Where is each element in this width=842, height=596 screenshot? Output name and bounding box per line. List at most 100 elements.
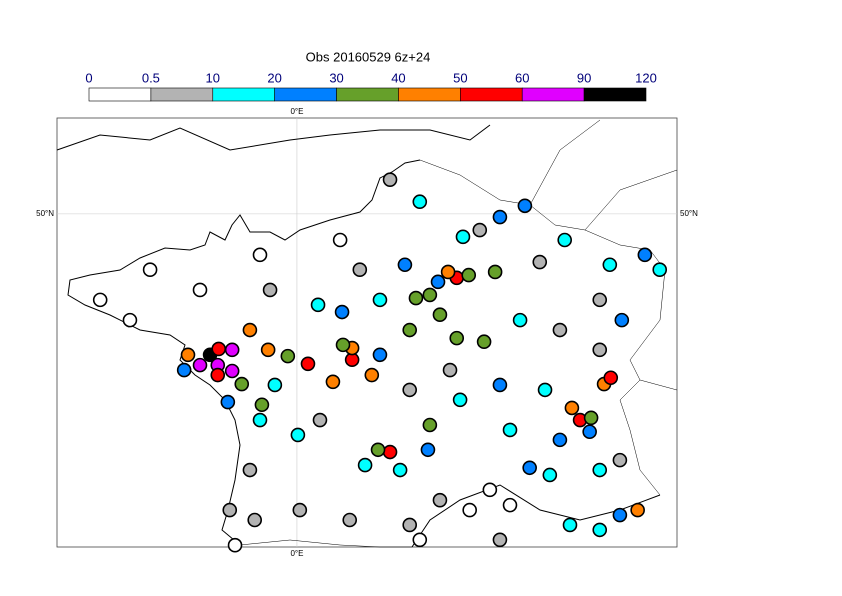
- station-dot: [449, 330, 465, 346]
- station-dot: [211, 341, 227, 357]
- england-coast: [56, 124, 491, 151]
- station-dot: [252, 247, 268, 263]
- station-dot: [402, 382, 418, 398]
- station-dot: [352, 262, 368, 278]
- station-dot: [592, 462, 608, 478]
- station-dot: [370, 442, 386, 458]
- colorbar-label: 60: [515, 70, 529, 85]
- station-dot: [332, 232, 348, 248]
- station-dot: [412, 532, 428, 548]
- station-dot: [612, 452, 628, 468]
- station-dot: [612, 507, 628, 523]
- station-dot: [372, 292, 388, 308]
- station-dot: [440, 264, 456, 280]
- station-dot: [552, 432, 568, 448]
- colorbar-segment: [336, 87, 399, 102]
- station-dot: [603, 370, 619, 386]
- colorbar-label: 0.5: [142, 70, 160, 85]
- station-dot: [142, 262, 158, 278]
- station-dot: [462, 502, 477, 518]
- station-dot: [392, 462, 408, 478]
- station-dot: [432, 492, 448, 508]
- border-line: [419, 159, 666, 496]
- map-frame: [56, 117, 678, 548]
- station-dot: [422, 287, 438, 303]
- station-dot: [222, 502, 238, 518]
- station-dot: [397, 257, 413, 273]
- station-dot: [210, 367, 226, 383]
- station-dot: [552, 322, 568, 338]
- station-dot: [412, 194, 428, 210]
- station-dot: [455, 229, 471, 245]
- station-dot: [492, 209, 508, 225]
- colorbar-segment: [88, 87, 152, 102]
- mediterranean-coast: [411, 484, 661, 548]
- colorbar-label: 40: [391, 70, 405, 85]
- border-line: [239, 539, 412, 548]
- station-dot: [290, 427, 306, 443]
- station-dot: [220, 394, 236, 410]
- station-dot: [372, 347, 388, 363]
- colorbar-segment: [398, 87, 461, 102]
- station-dot: [364, 367, 380, 383]
- station-dot: [422, 417, 438, 433]
- station-dot: [487, 264, 503, 280]
- station-dot: [532, 254, 548, 270]
- borders: [239, 119, 678, 548]
- colorbar: 0 0.5 10 20 30 40 50 60 90 120: [85, 70, 657, 102]
- station-dot: [254, 397, 270, 413]
- coastline: [56, 124, 661, 548]
- colorbar-segment: [521, 87, 585, 102]
- station-dot: [637, 247, 653, 263]
- station-dot: [280, 348, 296, 364]
- station-dot: [512, 312, 528, 328]
- station-dot: [492, 377, 508, 393]
- station-dot: [592, 292, 608, 308]
- station-dot: [408, 290, 424, 306]
- station-dot: [630, 502, 645, 518]
- station-dot: [614, 312, 630, 328]
- station-dot: [461, 267, 477, 283]
- y-tick-label: 50°N: [36, 209, 54, 218]
- station-dot: [582, 424, 597, 440]
- station-dot: [592, 342, 608, 358]
- station-dot: [537, 382, 553, 398]
- station-dot: [402, 517, 418, 533]
- station-dot: [592, 522, 608, 538]
- station-dot: [192, 357, 208, 373]
- colorbar-label: 50: [453, 70, 467, 85]
- station-dot: [542, 467, 558, 483]
- station-dot: [227, 537, 243, 553]
- station-dot: [312, 412, 328, 428]
- station-dot: [382, 444, 398, 460]
- station-dot: [602, 257, 618, 273]
- station-dot: [482, 482, 498, 498]
- station-dot: [242, 462, 258, 478]
- station-dot: [652, 262, 668, 278]
- station-dot: [402, 322, 418, 338]
- station-dot: [476, 334, 492, 350]
- colorbar-label: 20: [267, 70, 281, 85]
- station-dot: [325, 374, 341, 390]
- stations: [92, 172, 668, 553]
- station-dot: [224, 342, 240, 358]
- station-dot: [502, 422, 518, 438]
- station-dot: [472, 222, 488, 238]
- station-dot: [122, 312, 138, 328]
- station-dot: [342, 512, 358, 528]
- station-dot: [557, 232, 573, 248]
- colorbar-segment: [460, 87, 523, 102]
- station-dot: [442, 362, 458, 378]
- station-dot: [224, 363, 240, 379]
- colorbar-label: 10: [206, 70, 220, 85]
- station-dot: [292, 502, 308, 518]
- graticule: 0°E 0°E 50°N 50°N: [36, 107, 698, 558]
- colorbar-label: 30: [329, 70, 343, 85]
- border-line: [529, 119, 678, 391]
- station-dot: [562, 517, 578, 533]
- station-dot: [234, 376, 250, 392]
- x-tick-label: 0°E: [290, 549, 303, 558]
- station-dot: [517, 198, 533, 214]
- colorbar-label: 0: [85, 70, 92, 85]
